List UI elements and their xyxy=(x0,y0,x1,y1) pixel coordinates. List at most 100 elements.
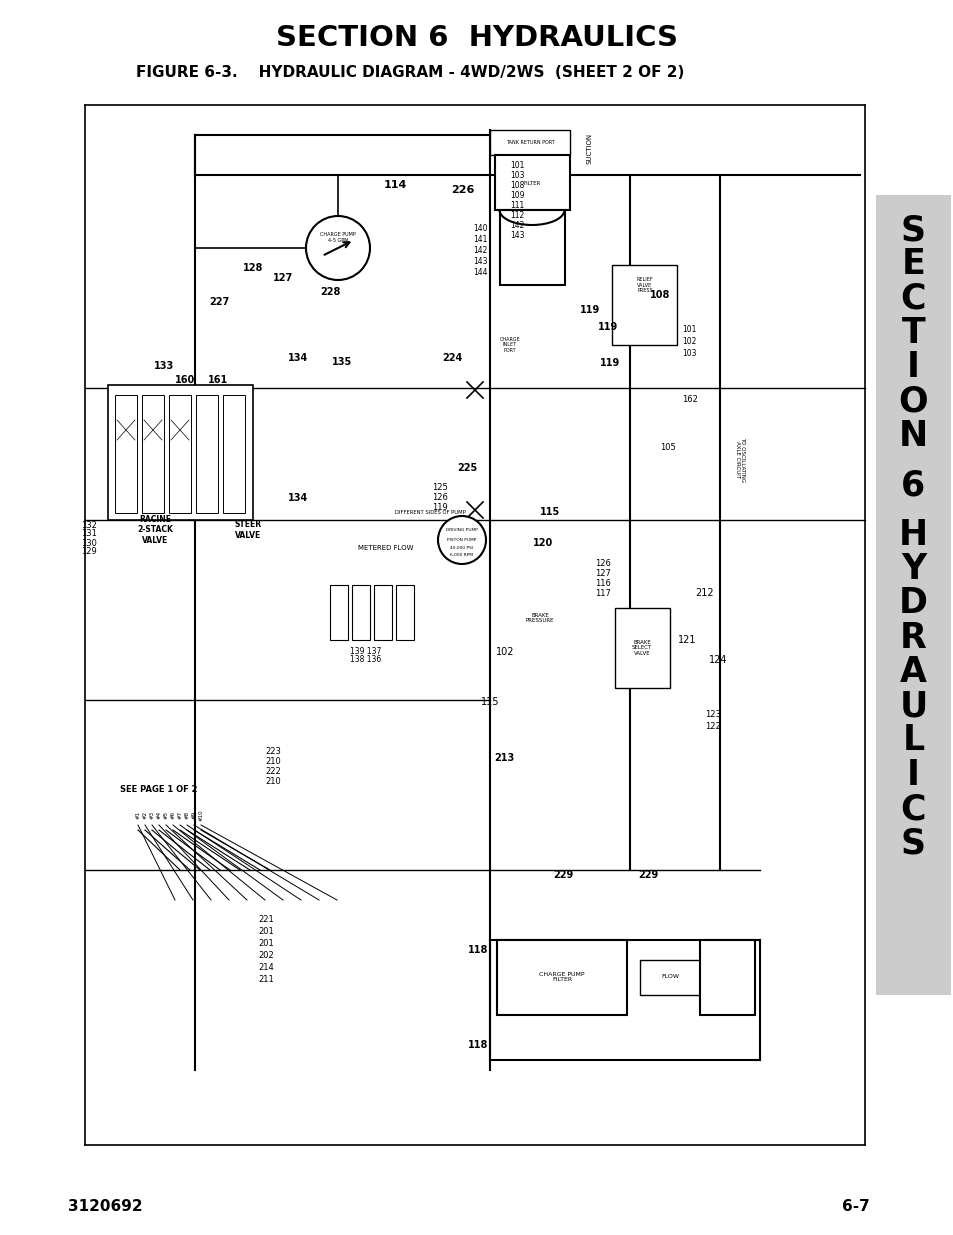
Text: T: T xyxy=(901,316,924,350)
Text: 133: 133 xyxy=(153,361,173,370)
Text: 120: 120 xyxy=(533,538,553,548)
Text: 116: 116 xyxy=(595,578,610,588)
Text: 143: 143 xyxy=(473,257,488,266)
Text: CHARGE PUMP: CHARGE PUMP xyxy=(320,231,355,236)
Text: 135: 135 xyxy=(332,357,352,367)
Text: 214: 214 xyxy=(257,963,274,972)
Text: D: D xyxy=(898,587,927,620)
Text: TANK RETURN PORT: TANK RETURN PORT xyxy=(505,140,554,144)
Bar xyxy=(195,395,218,513)
Bar xyxy=(108,385,253,520)
Text: FLOW: FLOW xyxy=(660,974,679,979)
Text: SECTION 6  HYDRAULICS: SECTION 6 HYDRAULICS xyxy=(275,23,678,52)
Text: 226: 226 xyxy=(451,185,475,195)
Text: 126: 126 xyxy=(432,494,448,503)
Text: 130: 130 xyxy=(81,538,97,547)
Text: 223: 223 xyxy=(265,747,280,757)
Text: L: L xyxy=(902,724,923,757)
Text: 142: 142 xyxy=(510,221,524,230)
Text: CHARGE
INLET
PORT: CHARGE INLET PORT xyxy=(499,337,519,353)
Text: 139 137: 139 137 xyxy=(350,647,381,657)
Text: Y: Y xyxy=(900,552,925,587)
Text: 112: 112 xyxy=(510,210,524,220)
Text: 115: 115 xyxy=(480,697,498,706)
Text: 122: 122 xyxy=(704,722,720,731)
Text: #5: #5 xyxy=(163,811,169,819)
Text: 119: 119 xyxy=(599,358,619,368)
Text: 162: 162 xyxy=(681,395,698,405)
Text: 4-5 GPM: 4-5 GPM xyxy=(328,237,348,242)
Bar xyxy=(499,210,564,285)
Text: 201: 201 xyxy=(257,927,274,936)
Text: 129: 129 xyxy=(81,547,97,557)
Text: 212: 212 xyxy=(695,588,714,598)
Bar xyxy=(169,395,191,513)
Text: 102: 102 xyxy=(681,337,696,347)
Text: C: C xyxy=(900,792,925,826)
Text: H: H xyxy=(898,517,927,552)
Text: 123: 123 xyxy=(704,710,720,720)
Text: 229: 229 xyxy=(553,869,573,881)
Text: #2: #2 xyxy=(142,811,148,819)
Text: 134: 134 xyxy=(288,493,308,503)
Text: BRAKE
PRESSURE: BRAKE PRESSURE xyxy=(525,613,554,624)
Text: 114: 114 xyxy=(383,180,406,190)
Text: 119: 119 xyxy=(598,322,618,332)
Text: 225: 225 xyxy=(457,463,477,473)
Text: 117: 117 xyxy=(595,589,610,598)
Text: 101: 101 xyxy=(510,161,524,169)
Bar xyxy=(612,266,677,345)
Bar xyxy=(142,395,164,513)
Text: 221: 221 xyxy=(257,915,274,925)
Text: 115: 115 xyxy=(539,508,559,517)
Text: 227: 227 xyxy=(210,296,230,308)
Text: 202: 202 xyxy=(257,951,274,961)
Text: 222: 222 xyxy=(265,767,280,777)
Text: CHARGE PUMP
FILTER: CHARGE PUMP FILTER xyxy=(538,972,584,982)
Text: 126: 126 xyxy=(595,558,610,568)
Text: 141: 141 xyxy=(473,235,488,243)
Bar xyxy=(875,195,950,995)
Bar xyxy=(395,585,414,640)
Text: 111: 111 xyxy=(510,200,524,210)
Text: 161: 161 xyxy=(208,375,228,385)
Bar xyxy=(495,156,569,210)
Bar xyxy=(490,130,569,156)
Text: #6: #6 xyxy=(171,811,175,819)
Text: 102: 102 xyxy=(496,647,514,657)
Text: #4: #4 xyxy=(156,811,161,819)
Bar xyxy=(115,395,137,513)
Text: 101: 101 xyxy=(681,326,696,335)
Text: 213: 213 xyxy=(494,753,514,763)
Circle shape xyxy=(306,216,370,280)
Text: 229: 229 xyxy=(638,869,658,881)
Text: N: N xyxy=(898,419,927,453)
Text: C: C xyxy=(900,282,925,316)
Circle shape xyxy=(437,516,485,564)
Text: 128: 128 xyxy=(242,263,263,273)
Text: PISTON PUMP: PISTON PUMP xyxy=(447,538,476,542)
Text: 6: 6 xyxy=(901,468,924,503)
Text: 201: 201 xyxy=(257,940,274,948)
Text: 131: 131 xyxy=(81,530,97,538)
Bar xyxy=(223,395,245,513)
Text: 132: 132 xyxy=(81,520,97,530)
Text: A: A xyxy=(899,655,926,689)
Text: 160: 160 xyxy=(174,375,194,385)
Text: O: O xyxy=(898,384,927,419)
Bar xyxy=(352,585,370,640)
Text: 210: 210 xyxy=(265,778,280,787)
Text: 144: 144 xyxy=(473,268,488,277)
Text: BRAKE
SELECT
VALVE: BRAKE SELECT VALVE xyxy=(631,640,652,656)
Text: FIGURE 6-3.    HYDRAULIC DIAGRAM - 4WD/2WS  (SHEET 2 OF 2): FIGURE 6-3. HYDRAULIC DIAGRAM - 4WD/2WS … xyxy=(136,64,683,79)
Bar xyxy=(330,585,348,640)
Bar xyxy=(497,940,626,1015)
Bar xyxy=(639,960,700,995)
Text: #9: #9 xyxy=(192,811,196,819)
Text: E: E xyxy=(901,247,924,282)
Text: R: R xyxy=(900,621,926,655)
Text: RELIEF
VALVE
PRESS: RELIEF VALVE PRESS xyxy=(636,277,653,293)
Text: 140: 140 xyxy=(473,224,488,232)
Text: I: I xyxy=(906,351,919,384)
Text: METERED FLOW: METERED FLOW xyxy=(357,545,413,551)
